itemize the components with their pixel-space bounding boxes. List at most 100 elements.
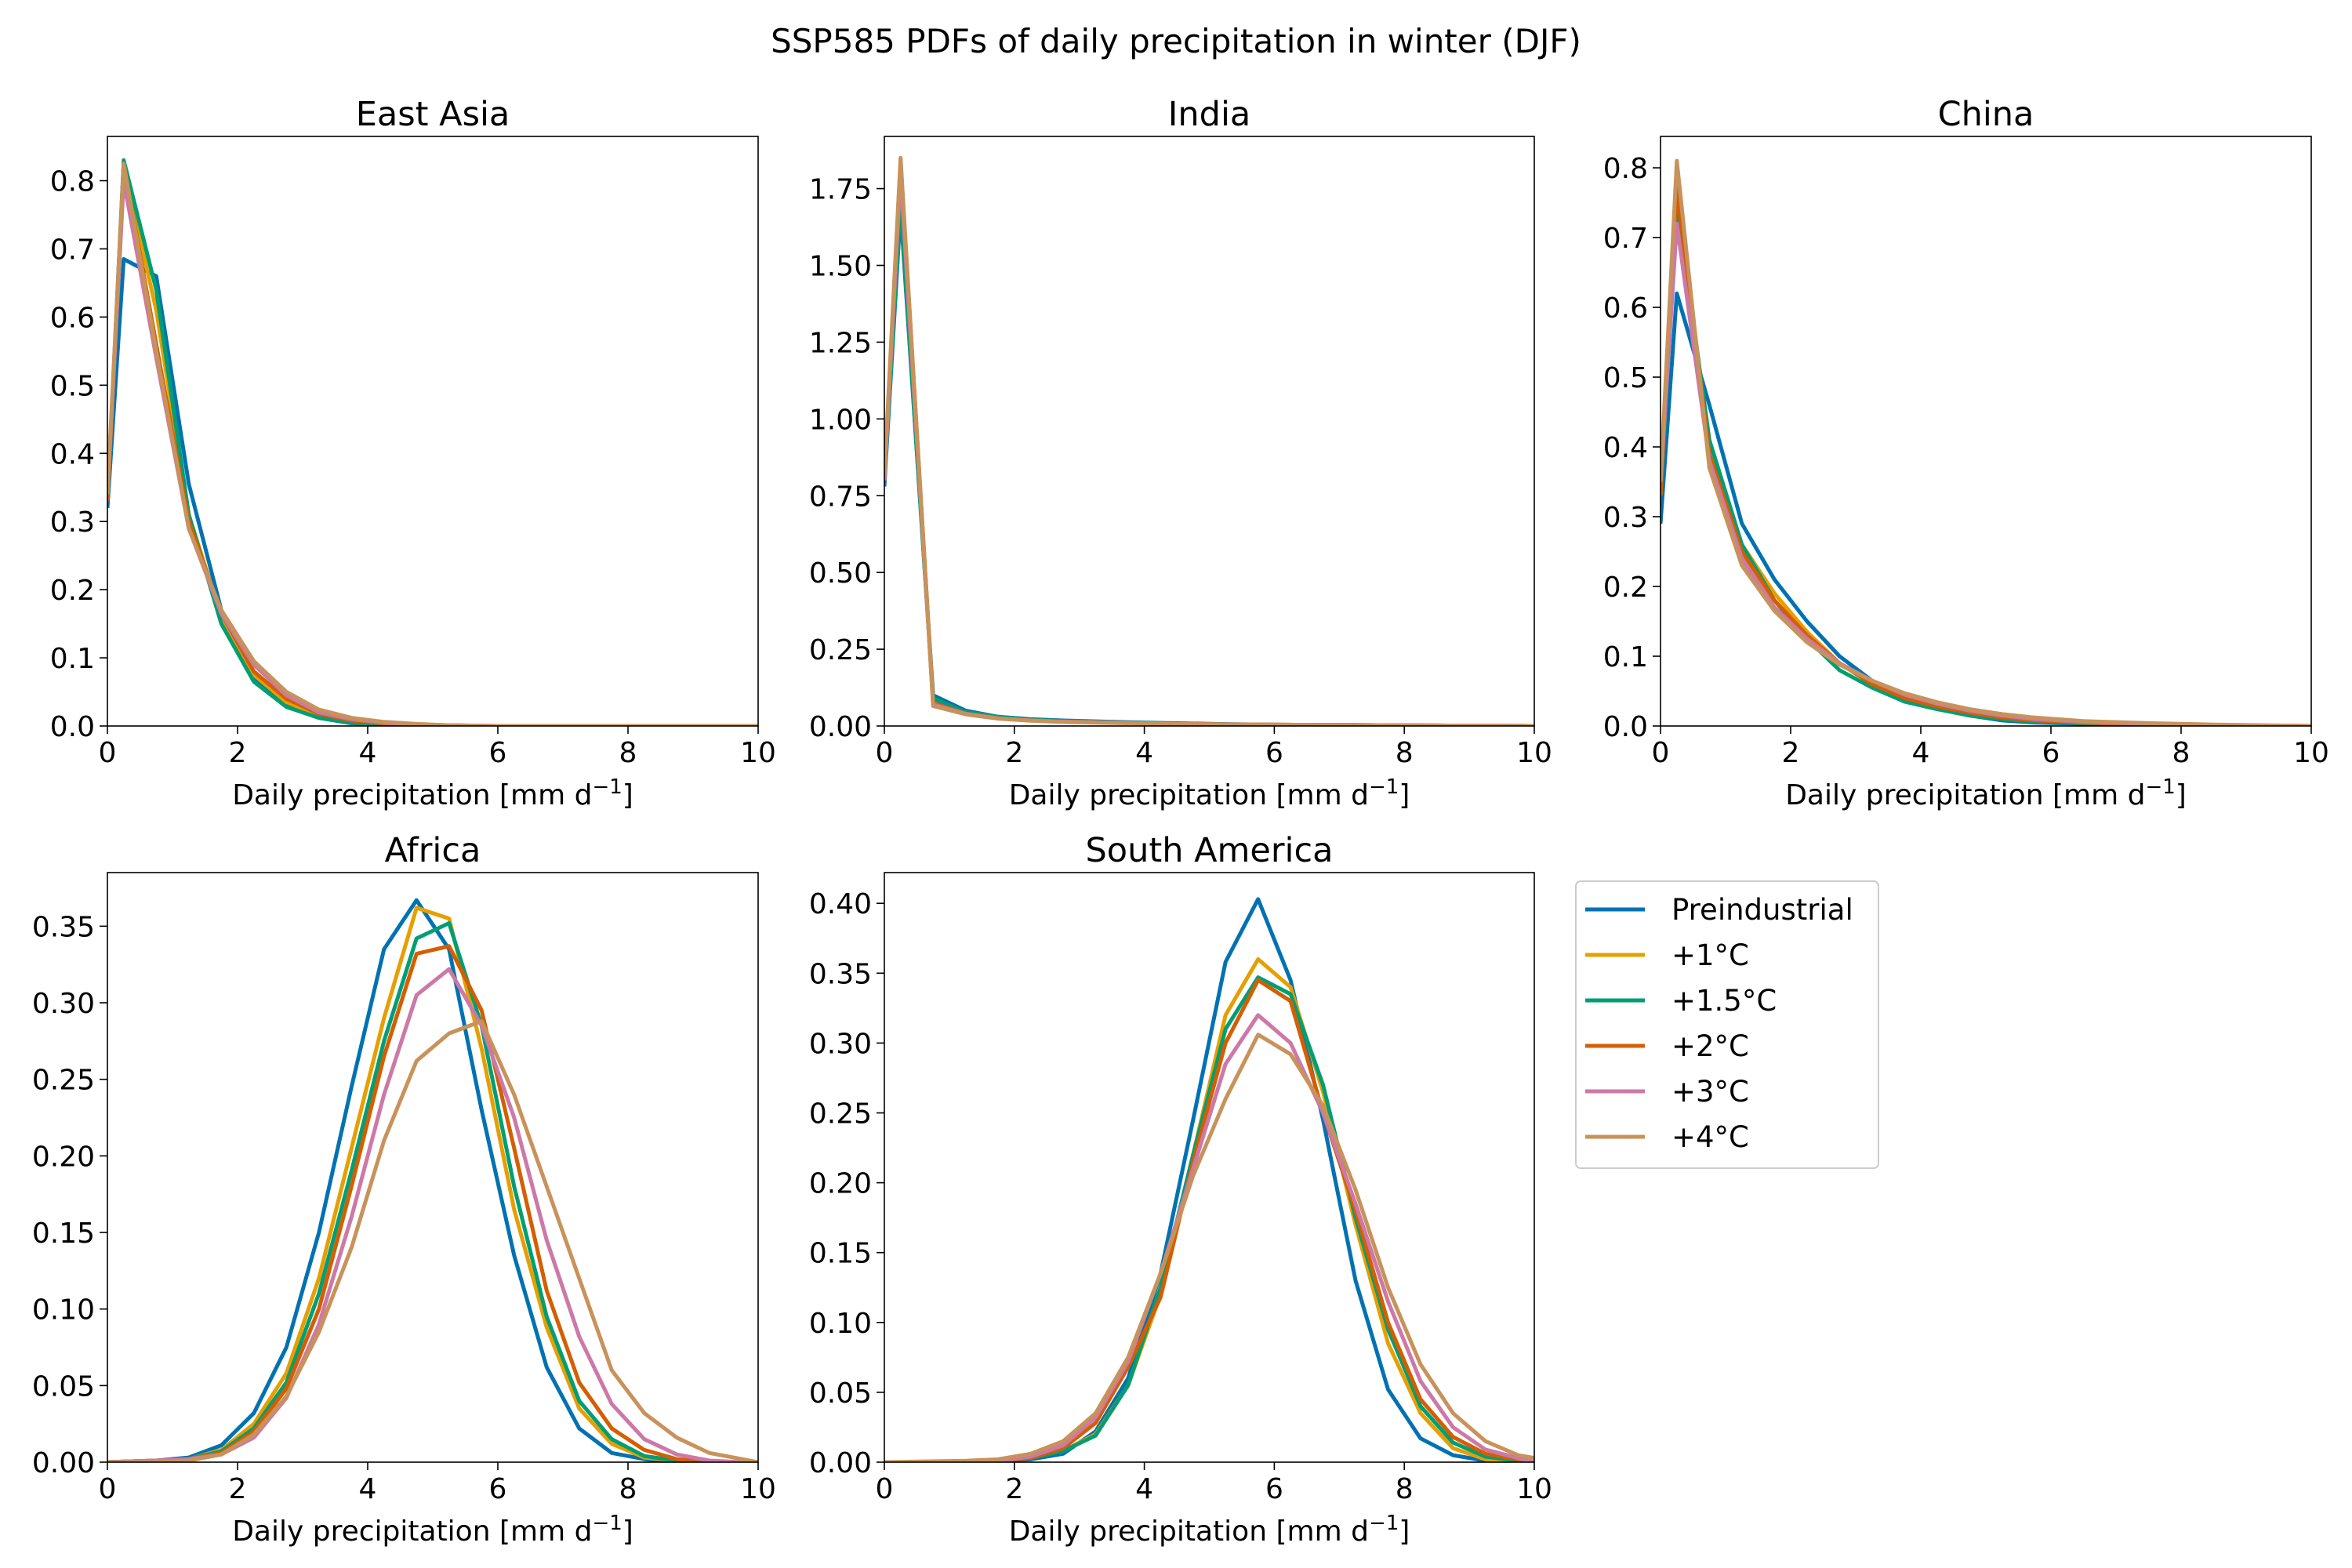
y-tick-label: 0.10 (32, 1294, 95, 1327)
series-line-china (1661, 187, 2311, 726)
x-tick-label: 2 (1782, 737, 1800, 769)
axes-frame (107, 136, 759, 727)
y-tick-label: 0.4 (1603, 432, 1648, 464)
axes-frame (107, 872, 759, 1463)
panel-title: China (1938, 95, 2034, 134)
x-tick-label: 2 (229, 737, 247, 769)
x-tick-label: 0 (99, 737, 117, 769)
y-tick-label: 0.6 (1603, 292, 1648, 325)
y-tick-label: 0.00 (809, 1447, 872, 1479)
x-tick-label: 6 (1265, 737, 1283, 769)
x-tick-label: 2 (1005, 1473, 1023, 1505)
figure-title: SSP585 PDFs of daily precipitation in wi… (771, 22, 1581, 60)
y-tick-label: 0.25 (32, 1065, 95, 1097)
x-axis-label: Daily precipitation [mm d−1] (1009, 775, 1410, 811)
x-tick-label: 6 (2042, 737, 2060, 769)
series-line-china (1661, 221, 2311, 726)
x-axis-label: Daily precipitation [mm d−1] (232, 775, 633, 811)
series-line-india (884, 201, 1534, 726)
y-tick-label: 0.25 (809, 634, 872, 666)
x-axis-label: Daily precipitation [mm d−1] (232, 1512, 633, 1548)
y-tick-label: 0.05 (32, 1370, 95, 1403)
y-tick-label: 0.25 (809, 1098, 872, 1131)
series-line-east-asia (107, 158, 758, 726)
x-tick-label: 10 (1516, 737, 1552, 769)
y-tick-label: 0.6 (50, 302, 95, 334)
series-line-china (1661, 291, 2311, 726)
legend-entry: +1°C (1671, 938, 1749, 972)
x-tick-label: 4 (1135, 1473, 1153, 1505)
series-line-india (884, 208, 1534, 726)
y-tick-label: 1.00 (809, 404, 872, 436)
x-tick-label: 0 (876, 737, 894, 769)
y-tick-label: 0.35 (32, 911, 95, 943)
panel-title: South America (1085, 831, 1333, 870)
y-tick-label: 0.20 (32, 1141, 95, 1173)
panel-title: East Asia (356, 95, 510, 134)
legend-entry: +2°C (1671, 1029, 1749, 1063)
y-tick-label: 0.05 (809, 1377, 872, 1410)
panel-china: 0 2 4 6 8 10 0.0 0.1 0.2 0.3 0.4 0.5 0.6 0.7 0.8 China D… (1603, 95, 2329, 811)
series-line-south-america (884, 1033, 1534, 1462)
series-line-india (884, 158, 1534, 726)
series-line-africa (107, 1019, 758, 1462)
x-axis-label: Daily precipitation [mm d−1] (1009, 1512, 1410, 1548)
y-tick-label: 0.7 (1603, 223, 1648, 255)
series-line-south-america (884, 897, 1534, 1462)
x-tick-label: 4 (1912, 737, 1930, 769)
x-tick-label: 4 (359, 1473, 377, 1505)
y-tick-label: 0.10 (809, 1308, 872, 1340)
series-line-china (1661, 187, 2311, 726)
legend: Preindustrial +1°C +1.5°C +2°C +3°C +4°C (1575, 880, 1879, 1169)
y-tick-label: 0.4 (50, 438, 95, 470)
panel-title: Africa (385, 831, 481, 870)
y-tick-label: 0.8 (1603, 153, 1648, 185)
y-tick-label: 0.8 (50, 166, 95, 198)
series-line-east-asia (107, 179, 758, 726)
x-tick-label: 0 (1652, 737, 1670, 769)
series-line-india (884, 155, 1534, 726)
x-tick-label: 10 (740, 1473, 776, 1505)
panel-india: 0 2 4 6 8 10 0.00 0.25 0.50 0.75 1.00 1.25 1.50 1.75 I… (809, 95, 1552, 811)
series-line-africa (107, 906, 758, 1462)
series-line-africa (107, 921, 758, 1462)
y-tick-label: 0.15 (809, 1238, 872, 1270)
x-tick-label: 4 (359, 737, 377, 769)
series-line-africa (107, 944, 758, 1462)
series-line-east-asia (107, 162, 758, 726)
x-tick-label: 10 (2293, 737, 2329, 769)
x-tick-label: 8 (1396, 1473, 1414, 1505)
y-tick-label: 0.30 (32, 988, 95, 1020)
y-tick-label: 0.75 (809, 481, 872, 513)
series-line-africa (107, 967, 758, 1462)
y-tick-label: 0.00 (809, 711, 872, 743)
series-line-china (1661, 201, 2311, 726)
x-tick-label: 8 (619, 737, 637, 769)
y-tick-label: 0.20 (809, 1168, 872, 1200)
y-tick-label: 0.35 (809, 958, 872, 990)
y-tick-label: 0.2 (50, 575, 95, 607)
x-tick-label: 0 (99, 1473, 117, 1505)
x-tick-label: 2 (229, 1473, 247, 1505)
x-tick-label: 0 (876, 1473, 894, 1505)
y-tick-label: 0.2 (1603, 572, 1648, 604)
y-tick-label: 0.1 (50, 643, 95, 675)
y-tick-label: 0.30 (809, 1028, 872, 1060)
x-tick-label: 6 (489, 737, 507, 769)
y-tick-label: 0.7 (50, 234, 95, 266)
y-tick-label: 1.75 (809, 174, 872, 206)
y-tick-label: 0.0 (50, 711, 95, 743)
panel-title: India (1168, 95, 1251, 134)
y-tick-label: 0.40 (809, 888, 872, 920)
panel-south-america: 0 2 4 6 8 10 0.00 0.05 0.10 0.15 0.20 0.25 0.30 0.35 0… (809, 831, 1552, 1548)
legend-entry: +1.5°C (1671, 984, 1777, 1018)
x-tick-label: 8 (1396, 737, 1414, 769)
x-tick-label: 8 (619, 1473, 637, 1505)
panel-africa: 0 2 4 6 8 10 0.00 0.05 0.10 0.15 0.20 0.25 0.30 0.35 A… (32, 831, 776, 1548)
series-line-india (884, 171, 1534, 726)
series-line-south-america (884, 1013, 1534, 1462)
series-line-china (1661, 158, 2311, 726)
y-tick-label: 0.50 (809, 557, 872, 590)
axes-frame (884, 872, 1535, 1463)
